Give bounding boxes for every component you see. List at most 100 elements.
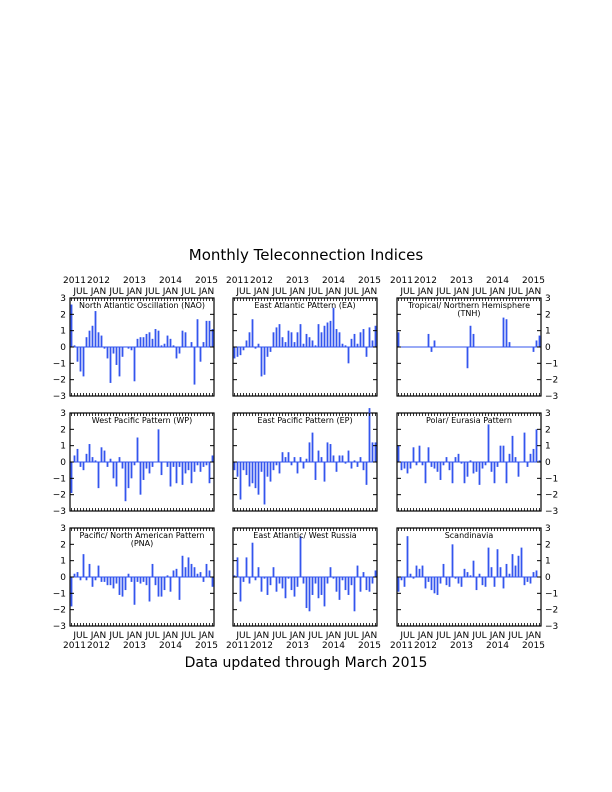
bar: [344, 462, 347, 464]
bar: [187, 557, 190, 577]
bar: [308, 577, 311, 612]
bar: [472, 333, 475, 347]
bar: [532, 572, 535, 577]
figure-footer: Data updated through March 2015: [185, 655, 428, 671]
bar: [112, 462, 115, 479]
bar: [418, 568, 421, 577]
month-label: JUL: [343, 287, 358, 297]
panel-title: Tropical/ Northern Hemisphere: [407, 301, 530, 310]
bar: [263, 577, 266, 579]
y-tick-label: −1: [53, 474, 66, 484]
bar: [314, 462, 317, 480]
bar: [70, 577, 73, 607]
bar: [430, 347, 433, 352]
bar: [148, 577, 151, 602]
month-label: JUL: [399, 631, 414, 641]
bar: [320, 577, 323, 595]
bar: [368, 327, 371, 347]
bar: [266, 577, 269, 595]
year-label: 2015: [522, 276, 545, 286]
bar: [239, 347, 242, 356]
year-label: 2015: [195, 276, 218, 286]
bar: [257, 343, 260, 347]
bar: [427, 447, 430, 462]
bar: [353, 460, 356, 462]
bar: [299, 324, 302, 347]
y-tick-label: 1: [60, 327, 66, 337]
bar: [436, 577, 439, 595]
bar: [278, 324, 281, 347]
bar: [326, 577, 329, 584]
bar: [365, 462, 368, 485]
y-tick-label: −2: [545, 376, 558, 386]
y-tick-label: 2: [60, 310, 66, 320]
bar: [517, 555, 520, 577]
bar: [260, 347, 263, 377]
year-label: 2014: [322, 641, 345, 651]
year-label: 2014: [159, 276, 182, 286]
month-label: JUL: [507, 631, 522, 641]
bar: [202, 462, 205, 467]
bar: [263, 347, 266, 375]
bar: [281, 337, 284, 347]
month-label: JAN: [253, 631, 269, 641]
panel-title: West Pacific Pattern (WP): [92, 416, 192, 425]
month-label: JAN: [489, 631, 505, 641]
bar: [326, 322, 329, 347]
bar: [278, 577, 281, 584]
bar: [400, 577, 403, 581]
bar: [505, 319, 508, 347]
bar: [493, 577, 496, 587]
bar: [281, 577, 284, 589]
panel-title: East Atlantic PAttern (EA): [254, 301, 355, 310]
bar: [242, 577, 245, 582]
bar: [157, 429, 160, 462]
bar: [317, 577, 320, 599]
bar: [484, 462, 487, 466]
bar: [85, 453, 88, 462]
bar: [511, 554, 514, 577]
bar: [251, 542, 254, 577]
panel-title: East Pacific Pattern (EP): [257, 416, 352, 425]
bar: [139, 462, 142, 495]
y-tick-label: 0: [60, 458, 66, 468]
month-label: JAN: [525, 631, 541, 641]
year-label: 2014: [486, 276, 509, 286]
bar: [526, 577, 529, 582]
month-label: JUL: [108, 631, 123, 641]
bar: [502, 577, 505, 589]
bar: [160, 577, 163, 597]
y-tick-label: 3: [545, 409, 551, 419]
bar: [326, 442, 329, 462]
bar: [502, 317, 505, 347]
bar: [70, 462, 73, 494]
month-label: JUL: [180, 287, 195, 297]
bar: [371, 442, 374, 462]
bar: [529, 453, 532, 462]
bar: [118, 577, 121, 595]
month-label: JUL: [144, 287, 159, 297]
bar: [172, 570, 175, 577]
bar: [332, 455, 335, 462]
bar: [418, 445, 421, 462]
month-label: JUL: [235, 631, 250, 641]
bar: [166, 575, 169, 577]
bar: [166, 335, 169, 347]
bar: [406, 536, 409, 577]
bar: [412, 447, 415, 462]
bar: [266, 347, 269, 357]
bar: [347, 450, 350, 462]
month-label: JAN: [126, 287, 142, 297]
bar: [239, 577, 242, 602]
bar: [317, 450, 320, 462]
year-label: 2011: [390, 276, 413, 286]
bar: [403, 462, 406, 469]
bar: [356, 565, 359, 577]
bar: [335, 329, 338, 347]
bar: [514, 565, 517, 577]
bar: [302, 577, 305, 584]
bar: [359, 457, 362, 462]
bar: [205, 462, 208, 466]
bar: [145, 462, 148, 469]
bar: [248, 332, 251, 347]
